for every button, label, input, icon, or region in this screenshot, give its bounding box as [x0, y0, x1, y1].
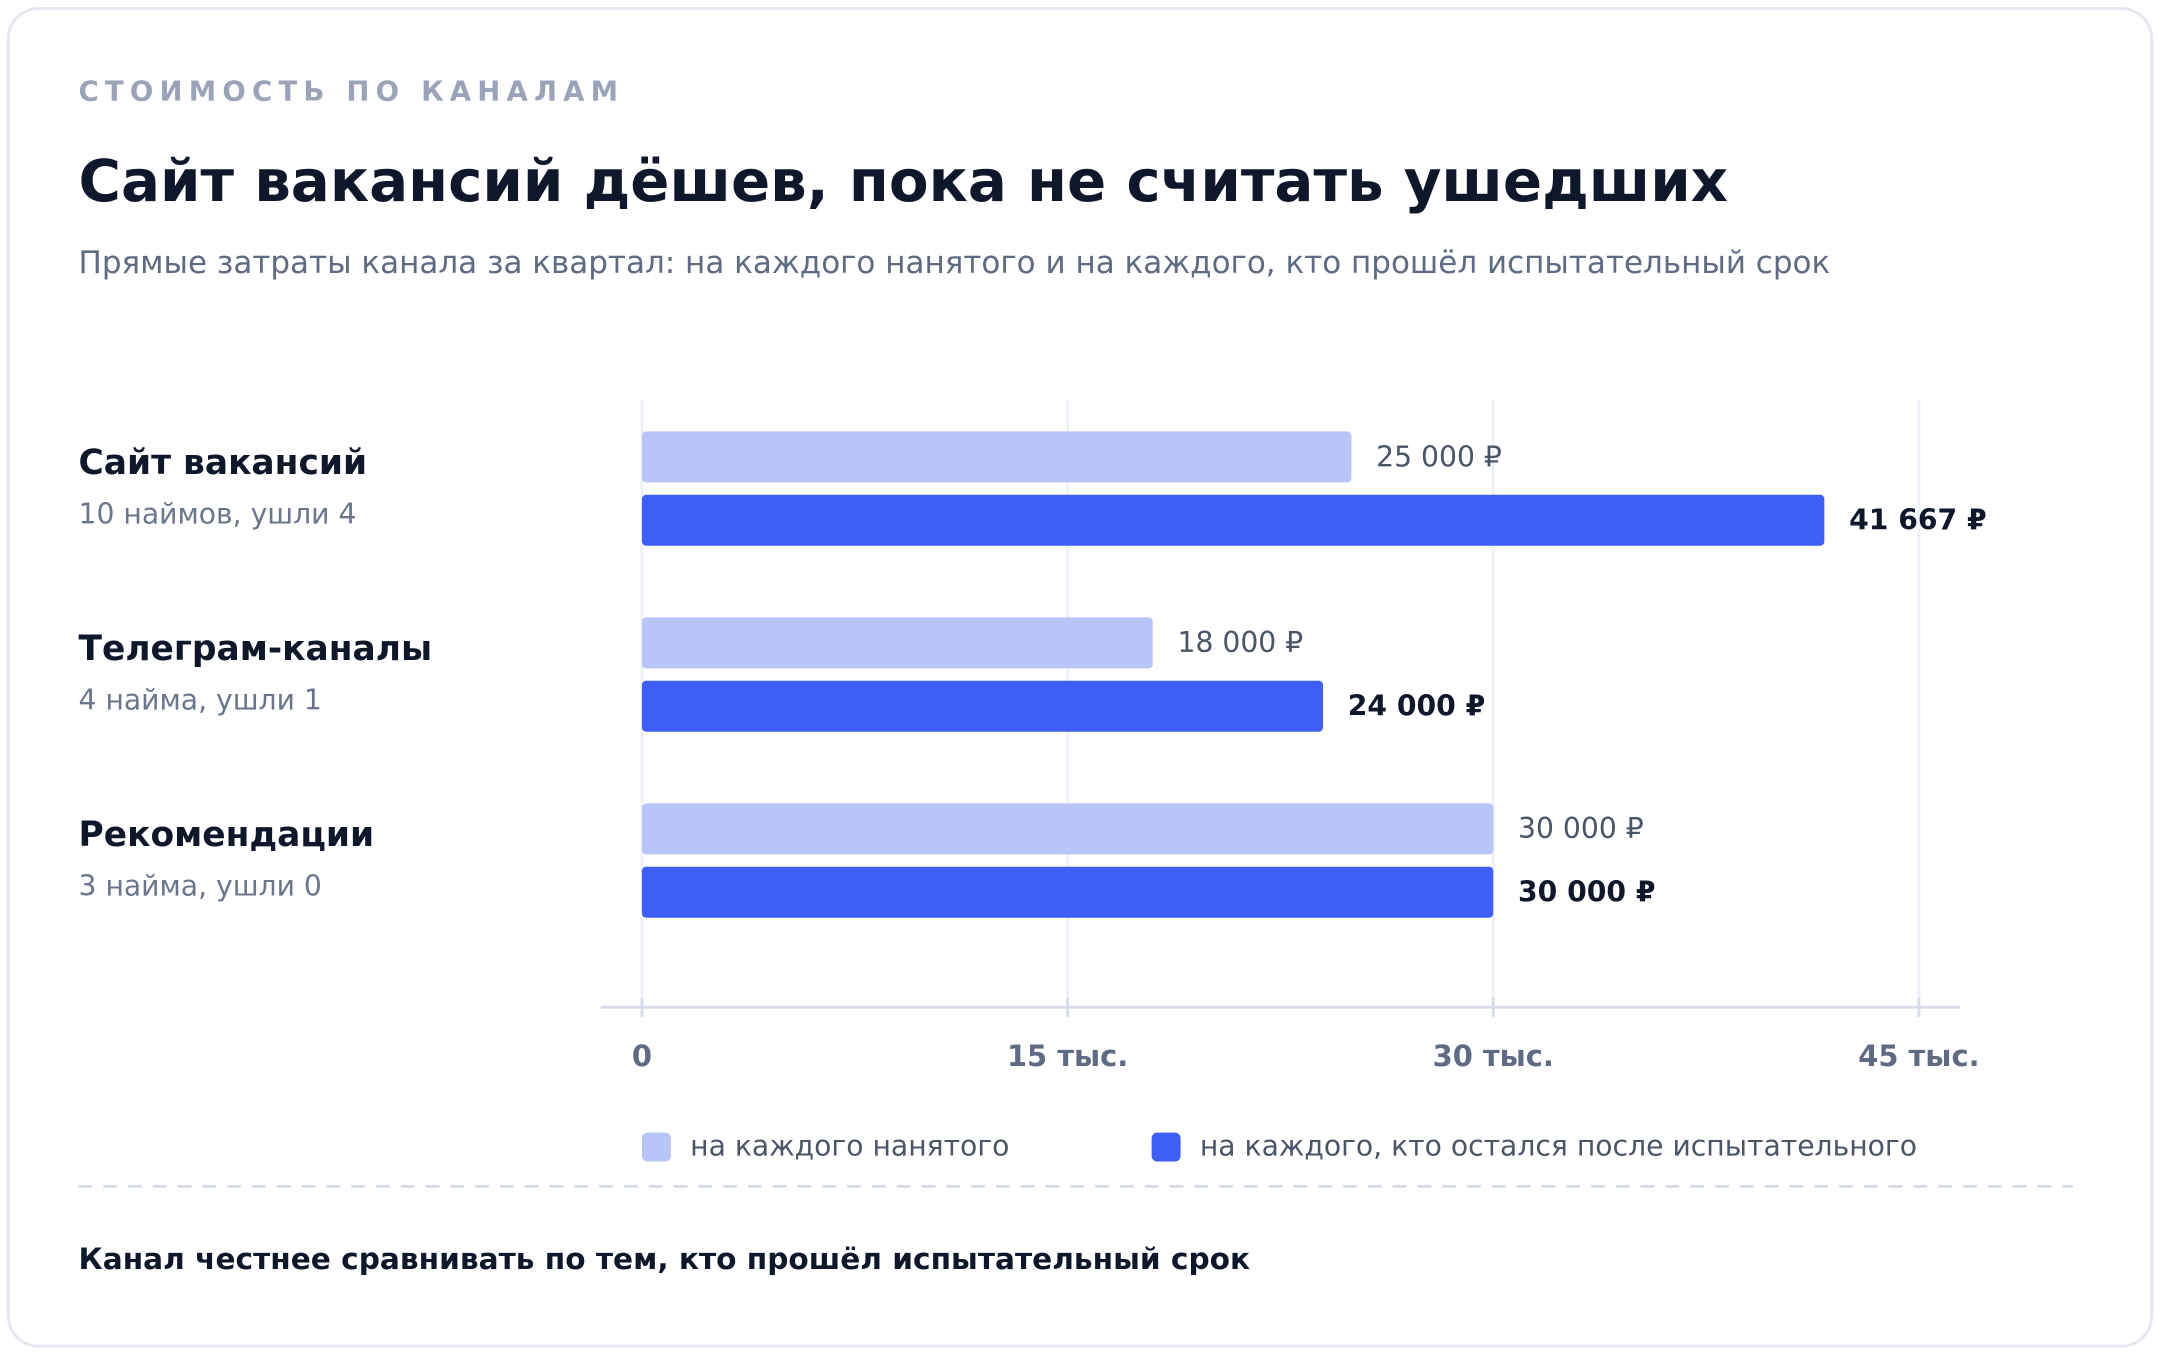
x-tick-label: 45 тыс. [1858, 1039, 1979, 1073]
legend-swatch [1151, 1132, 1181, 1162]
category-note: 3 найма, ушли 0 [79, 869, 322, 902]
legend-label: на каждого, кто остался после испытатель… [1200, 1130, 1917, 1163]
x-tick-label: 30 тыс. [1433, 1039, 1554, 1073]
value-label: 18 000 ₽ [1178, 626, 1304, 659]
value-label: 30 000 ₽ [1518, 812, 1644, 845]
bar [641, 431, 1352, 483]
category-label: Сайт вакансий [79, 443, 368, 483]
legend-label: на каждого нанятого [690, 1130, 1009, 1163]
eyebrow: СТОИМОСТЬ ПО КАНАЛАМ [79, 76, 625, 108]
category-note: 10 наймов, ушли 4 [79, 497, 357, 530]
category-note: 4 найма, ушли 1 [79, 683, 322, 716]
bar [641, 494, 1825, 546]
value-label: 30 000 ₽ [1518, 876, 1655, 909]
x-tick-label: 0 [632, 1039, 652, 1073]
value-label: 41 667 ₽ [1849, 504, 1986, 537]
card-frame [6, 7, 2154, 1348]
x-tick-label: 15 тыс. [1007, 1039, 1128, 1073]
category-label: Телеграм-каналы [79, 629, 433, 669]
legend-swatch [641, 1132, 671, 1162]
chart-title: Сайт вакансий дёшев, пока не считать уше… [79, 147, 1729, 215]
chart-subtitle: Прямые затраты канала за квартал: на каж… [79, 245, 1831, 281]
annotation: Канал честнее сравнивать по тем, кто про… [79, 1242, 1251, 1276]
bar [641, 803, 1494, 855]
bar [641, 866, 1494, 918]
category-label: Рекомендации [79, 815, 375, 855]
value-label: 25 000 ₽ [1376, 440, 1502, 473]
value-label: 24 000 ₽ [1348, 690, 1485, 723]
bar [641, 680, 1323, 732]
bar [641, 617, 1153, 669]
